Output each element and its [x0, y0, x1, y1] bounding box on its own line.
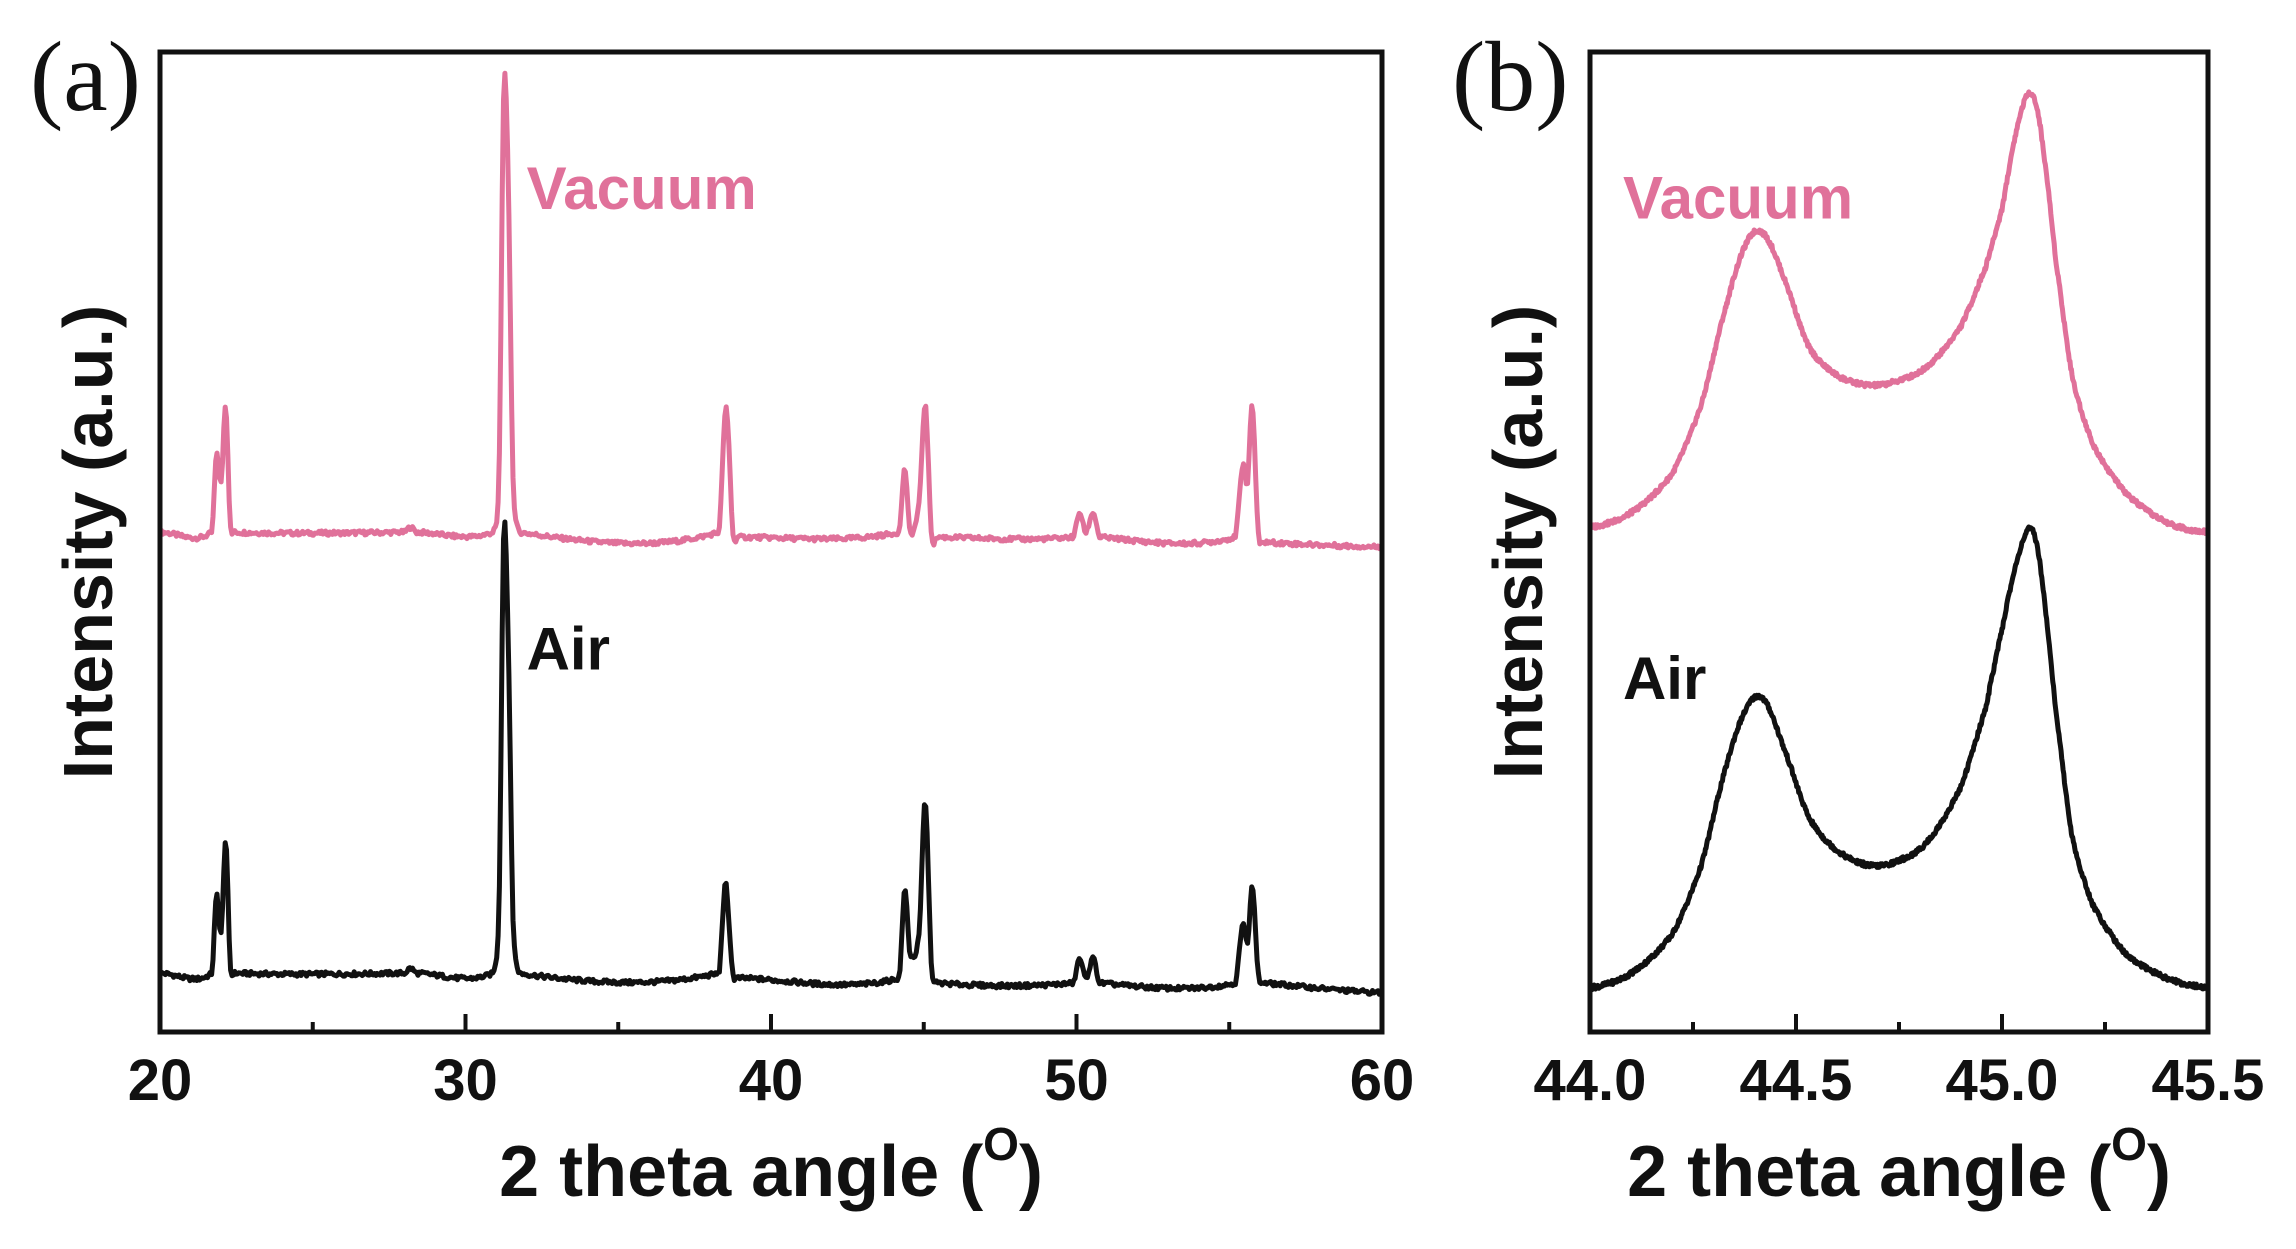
- x-tick-label: 45.5: [2152, 1048, 2265, 1113]
- series-line-air: [1587, 524, 2211, 993]
- panel-b-x-axis-title: 2 theta angle (O): [1627, 1118, 2171, 1212]
- panel-b-y-axis-title: Intensity (a.u.): [1479, 305, 1557, 779]
- panel-b-annotations: Vacuum Air: [1623, 165, 1853, 712]
- panel-b: (b) 44.0 44.5 45.0 45.5 Vacuum Air Intensity…: [1452, 21, 2264, 1212]
- series-label-vacuum: Vacuum: [527, 155, 757, 222]
- x-tick-label: 20: [128, 1048, 193, 1113]
- panel-b-curves: [1587, 89, 2211, 993]
- x-tick-label: 45.0: [1946, 1048, 2059, 1113]
- series-line-vacuum: [1588, 89, 2211, 536]
- panel-a-y-axis-title: Intensity (a.u.): [49, 305, 127, 779]
- x-tick-label: 40: [739, 1048, 804, 1113]
- x-tick-label: 44.5: [1740, 1048, 1853, 1113]
- series-label-vacuum: Vacuum: [1623, 165, 1853, 232]
- panel-a-label: (a): [30, 21, 141, 132]
- panel-b-label: (b): [1452, 21, 1569, 132]
- series-line-air: [157, 519, 1384, 997]
- panel-a: (a) 20 30 40 50 60 Vacuum Air Intensity (a.u.…: [30, 21, 1414, 1212]
- series-label-air: Air: [527, 615, 610, 682]
- panel-a-x-axis-title: 2 theta angle (O): [499, 1118, 1043, 1212]
- x-tick-label: 44.0: [1534, 1048, 1647, 1113]
- panel-a-annotations: Vacuum Air: [527, 155, 757, 683]
- series-label-air: Air: [1623, 645, 1706, 712]
- x-tick-label: 50: [1044, 1048, 1109, 1113]
- panel-a-curves: [157, 70, 1384, 997]
- series-line-vacuum: [157, 70, 1384, 552]
- x-tick-label: 60: [1350, 1048, 1415, 1113]
- x-tick-label: 30: [433, 1048, 498, 1113]
- panel-b-x-ticks: 44.0 44.5 45.0 45.5: [1534, 1014, 2265, 1113]
- panel-a-x-ticks: 20 30 40 50 60: [128, 1014, 1415, 1113]
